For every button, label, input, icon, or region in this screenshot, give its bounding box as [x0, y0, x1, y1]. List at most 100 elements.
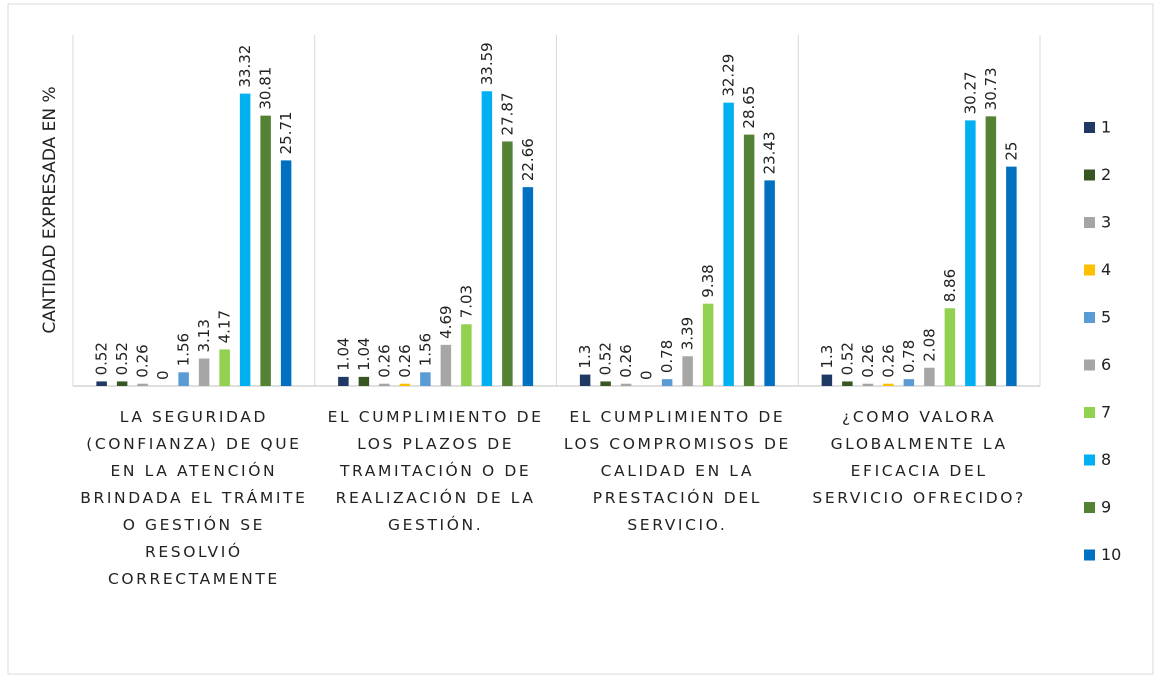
data-label: 33.59 — [478, 42, 496, 85]
data-label: 0.26 — [134, 344, 152, 377]
legend-swatch — [1084, 454, 1095, 466]
data-label: 0.52 — [838, 342, 856, 375]
bar — [219, 349, 230, 386]
bar — [579, 374, 591, 386]
legend-label: 9 — [1101, 498, 1111, 517]
bar — [239, 93, 251, 386]
data-label: 30.73 — [982, 67, 1000, 110]
chart-frame — [7, 3, 1154, 675]
legend-swatch — [1084, 264, 1095, 276]
legend-label: 3 — [1101, 213, 1111, 232]
data-label: 1.56 — [416, 333, 434, 366]
bar — [842, 381, 853, 386]
data-label: 3.39 — [679, 317, 697, 350]
data-label: 30.81 — [257, 67, 275, 110]
bar — [702, 303, 714, 386]
x-tick-label: LA SEGURIDAD (CONFIANZA) DE QUE EN LA AT… — [80, 408, 308, 588]
data-label: 2.08 — [920, 328, 938, 361]
legend-swatch — [1084, 549, 1095, 561]
bar — [137, 383, 148, 386]
data-label: 1.04 — [334, 337, 352, 370]
bar — [178, 372, 189, 386]
data-label: 0.52 — [597, 342, 615, 375]
bar — [1006, 166, 1017, 386]
legend-label: 10 — [1101, 545, 1121, 564]
legend-label: 6 — [1101, 355, 1111, 374]
bar — [198, 358, 210, 386]
bar — [338, 376, 349, 386]
data-label: 0.52 — [113, 342, 131, 375]
data-label: 0.26 — [617, 344, 635, 377]
legend-swatch — [1084, 217, 1095, 228]
bar — [682, 356, 693, 386]
bar — [883, 383, 894, 386]
data-label: 0.78 — [658, 340, 676, 373]
data-label: 9.38 — [699, 264, 717, 297]
data-label: 25.71 — [277, 111, 295, 154]
bar — [440, 344, 452, 386]
data-label: 33.32 — [236, 45, 254, 88]
data-label: 1.3 — [818, 345, 836, 369]
bar — [862, 383, 874, 386]
bar — [821, 374, 833, 386]
data-label: 0.26 — [375, 344, 393, 377]
legend-label: 5 — [1101, 308, 1111, 327]
bar — [481, 91, 493, 387]
legend-label: 2 — [1101, 165, 1111, 184]
data-label: 8.86 — [941, 269, 959, 302]
x-tick-label: EL CUMPLIMIENTO DE LOS PLAZOS DE TRAMITA… — [327, 408, 544, 534]
data-label: 0.52 — [93, 342, 111, 375]
data-label: 0.26 — [859, 344, 877, 377]
legend-swatch — [1084, 169, 1095, 181]
x-tick-label: EL CUMPLIMIENTO DE LOS COMPROMISOS DE CA… — [563, 408, 791, 534]
bar — [420, 372, 431, 386]
data-label: 0 — [638, 370, 656, 380]
data-label: 1.56 — [175, 333, 193, 366]
bar — [280, 160, 292, 386]
legend-swatch — [1084, 122, 1095, 133]
data-label: 22.66 — [519, 138, 537, 181]
bar — [764, 180, 775, 386]
bar — [903, 379, 915, 386]
data-label: 27.87 — [498, 92, 516, 135]
bar — [399, 383, 411, 386]
bar — [461, 324, 472, 386]
legend-swatch — [1084, 359, 1095, 371]
legend-swatch — [1084, 407, 1095, 418]
bar — [600, 381, 611, 386]
bar — [358, 376, 370, 386]
data-label: 30.27 — [961, 71, 979, 114]
data-label: 4.17 — [216, 310, 234, 343]
bar — [379, 383, 390, 386]
bar — [522, 187, 534, 386]
bar — [116, 381, 128, 386]
data-label: 23.43 — [761, 131, 779, 174]
bar — [620, 383, 632, 386]
bar — [502, 141, 513, 386]
data-label: 1.3 — [576, 345, 594, 369]
bar — [944, 308, 956, 386]
data-label: 7.03 — [457, 285, 475, 318]
data-label: 28.65 — [740, 86, 758, 129]
data-label: 32.29 — [720, 54, 738, 97]
data-label: 4.69 — [437, 305, 455, 338]
data-label: 0.26 — [396, 344, 414, 377]
bar — [985, 116, 997, 387]
data-label: 0.26 — [879, 344, 897, 377]
legend-swatch — [1084, 312, 1095, 323]
data-label: 3.13 — [195, 319, 213, 352]
bar — [661, 379, 673, 386]
x-tick-label: ¿COMO VALORA GLOBALMENTE LA EFICACIA DEL… — [812, 408, 1026, 507]
data-label: 1.04 — [355, 337, 373, 370]
data-label: 0 — [154, 370, 172, 380]
bar — [723, 102, 734, 387]
legend-label: 1 — [1101, 118, 1111, 137]
legend-label: 4 — [1101, 260, 1111, 279]
data-label: 0.78 — [900, 340, 918, 373]
bar — [260, 115, 271, 387]
bar — [96, 381, 107, 386]
legend-label: 7 — [1101, 403, 1111, 422]
bar — [924, 367, 935, 386]
